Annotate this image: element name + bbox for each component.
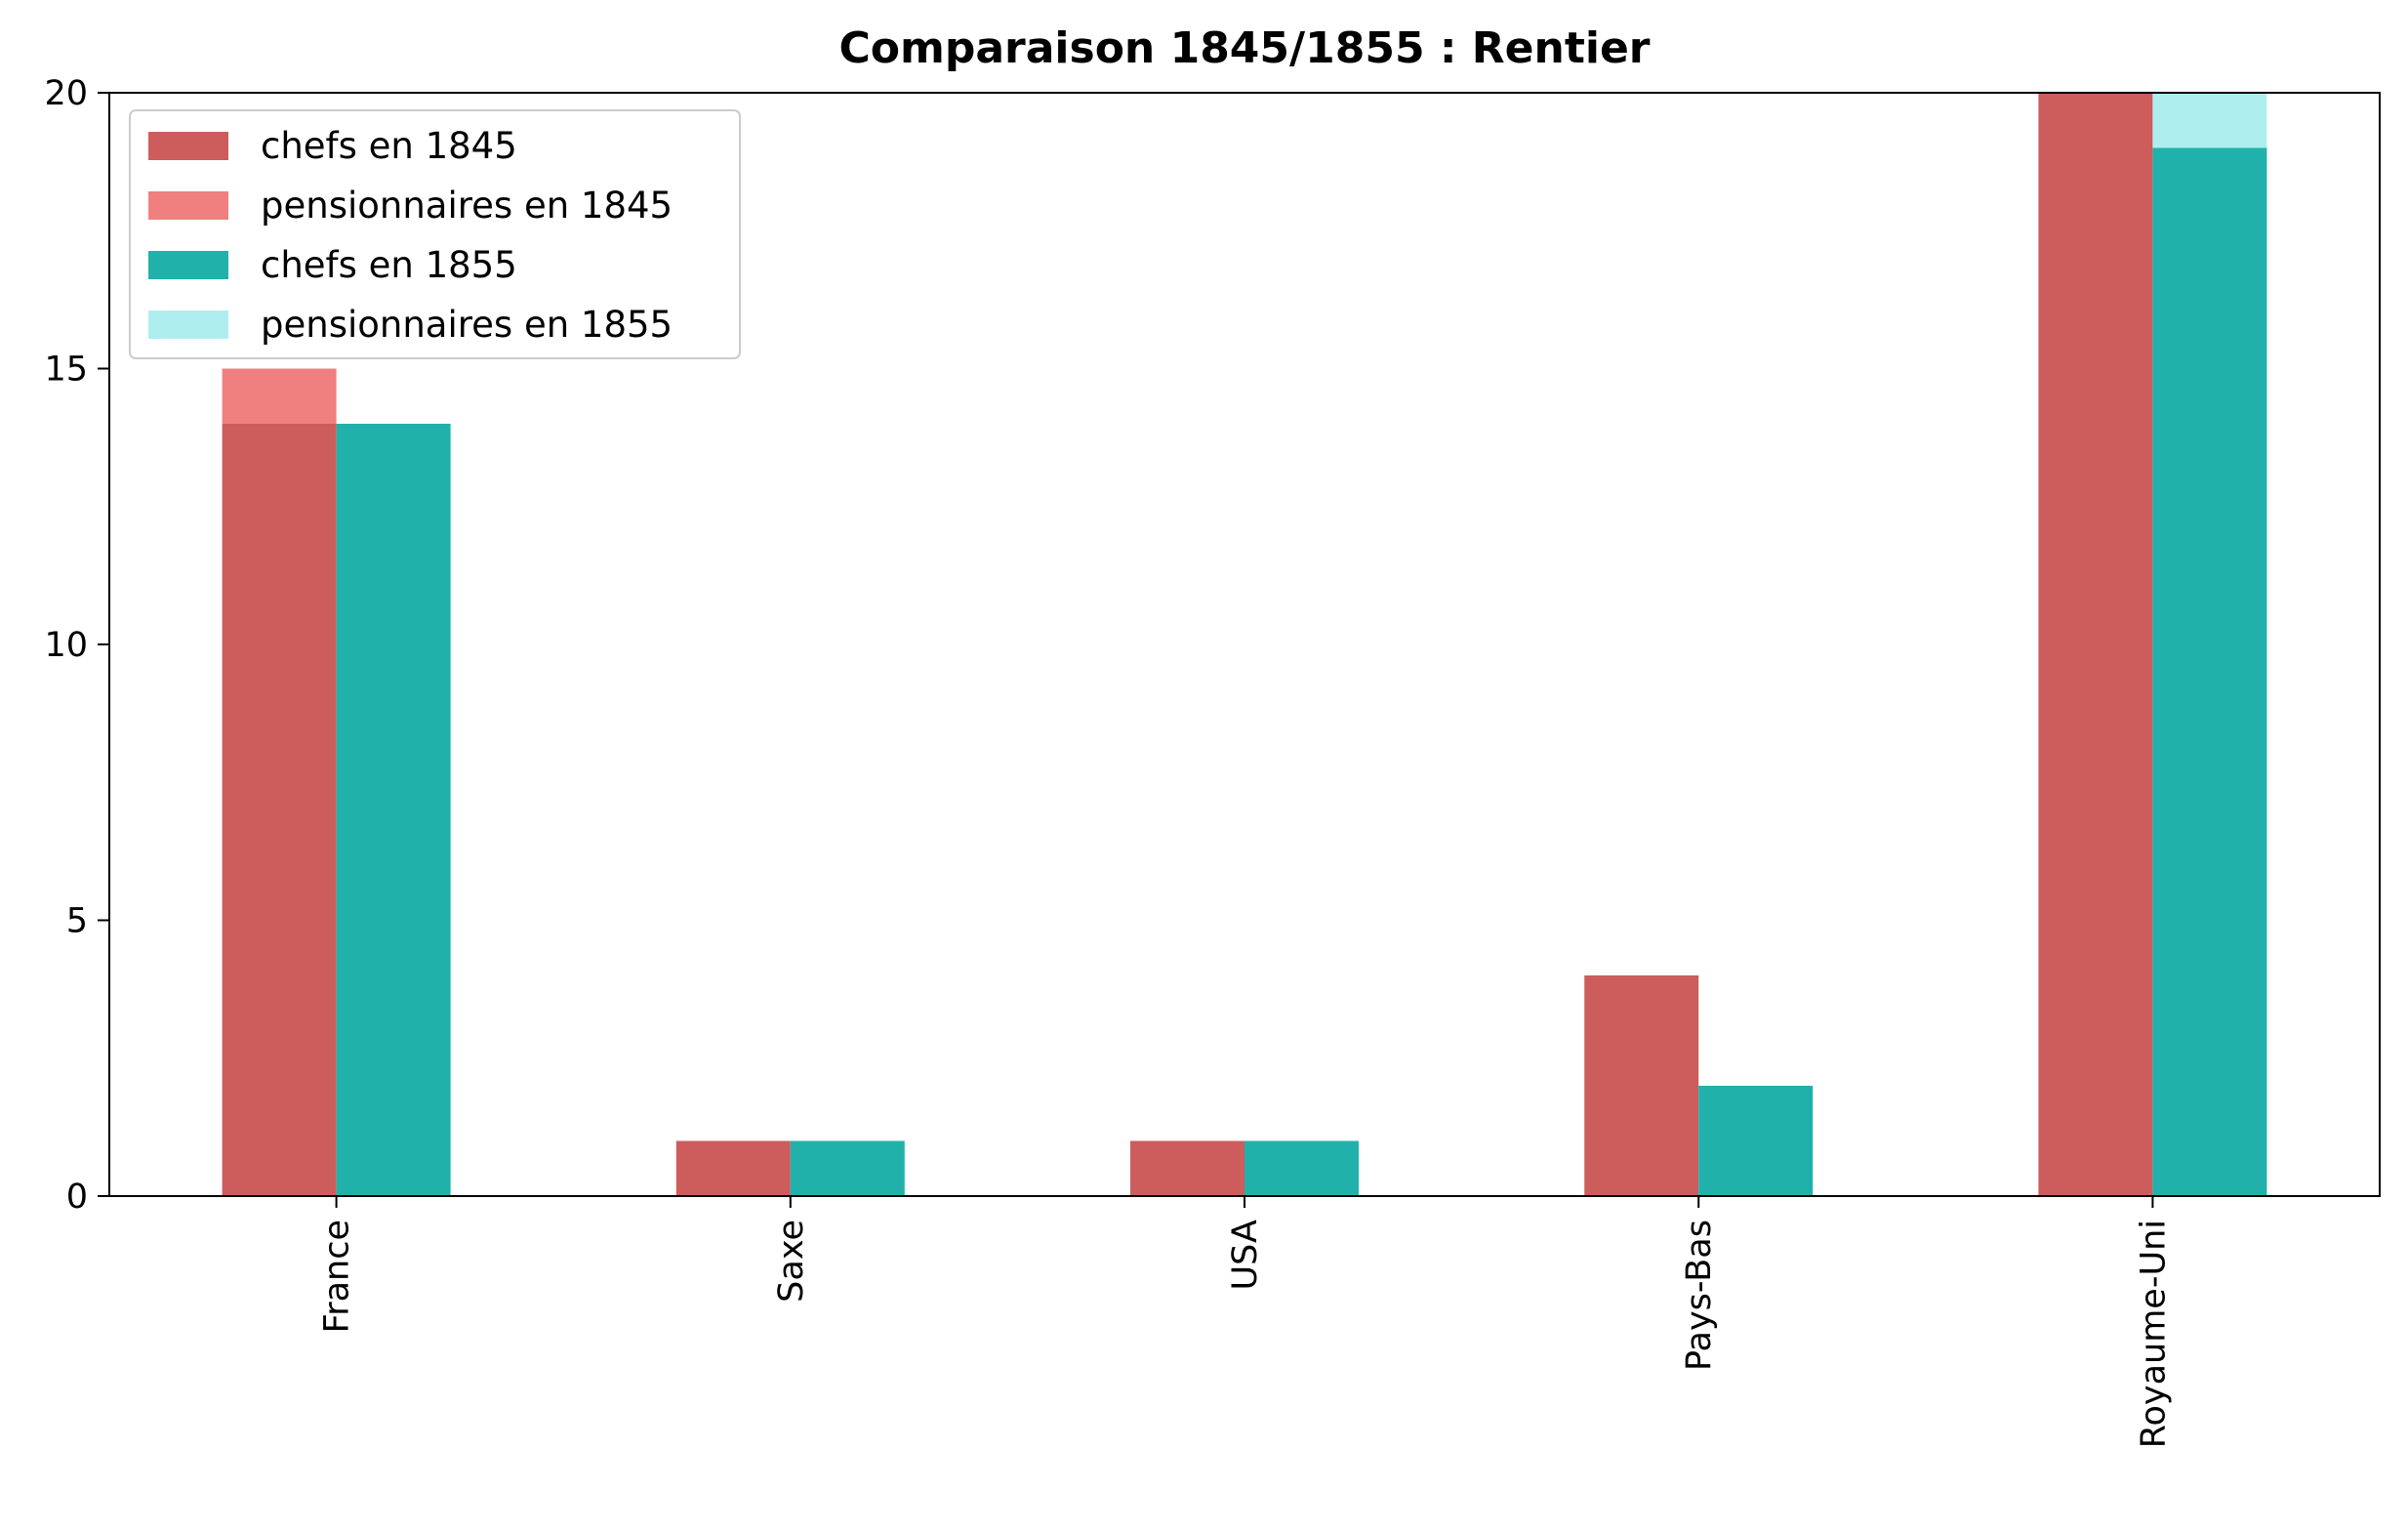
- legend-label: chefs en 1855: [261, 244, 517, 286]
- bar-chefs-en-1855-Pays-Bas: [1698, 1086, 1814, 1196]
- y-tick-label: 5: [66, 902, 88, 941]
- y-tick-label: 20: [44, 74, 88, 113]
- axes-group: France Saxe USA Pays-Bas Royaume-Uni 0 5 10 15 20: [44, 74, 2381, 1448]
- x-tick-label: USA: [1226, 1220, 1265, 1290]
- plot-frame: [108, 92, 2381, 1197]
- legend-swatch: [148, 310, 228, 339]
- bar-chefs-en-1845-Royaume-Uni: [2038, 93, 2153, 1196]
- legend-label: pensionnaires en 1855: [261, 304, 673, 346]
- bar-chefs-en-1855-France: [336, 424, 451, 1196]
- bar-chefs-en-1845-Pays-Bas: [1584, 975, 1699, 1196]
- bar-chefs-en-1855-Saxe: [790, 1140, 905, 1196]
- x-tick-label: Pays-Bas: [1680, 1220, 1719, 1371]
- legend-swatch: [148, 132, 228, 160]
- legend-swatch: [148, 191, 228, 220]
- legend-label: chefs en 1845: [261, 125, 517, 167]
- legend-box: [129, 109, 741, 359]
- bar-chefs-en-1845-France: [222, 424, 337, 1196]
- chart-title: Comparaison 1845/1855 : Rentier: [838, 23, 1650, 73]
- legend: chefs en 1845 pensionnaires en 1845 chefs …: [129, 109, 741, 359]
- bar-pensionnaires-en-1845-France: [222, 368, 337, 424]
- bars-group: [222, 93, 2267, 1196]
- bar-chefs-en-1845-Saxe: [675, 1140, 791, 1196]
- y-tick-label: 0: [66, 1178, 88, 1217]
- y-tick-label: 15: [44, 351, 88, 390]
- legend-label: pensionnaires en 1845: [261, 185, 673, 227]
- legend-swatch: [148, 251, 228, 279]
- bar-chefs-en-1855-Royaume-Uni: [2152, 147, 2267, 1196]
- y-tick-label: 10: [44, 626, 88, 665]
- bar-chefs-en-1855-USA: [1245, 1140, 1359, 1196]
- bar-pensionnaires-en-1855-Royaume-Uni: [2152, 93, 2267, 148]
- bar-chefs-en-1845-USA: [1130, 1140, 1245, 1196]
- x-tick-label: France: [318, 1220, 357, 1333]
- x-tick-label: Saxe: [772, 1220, 811, 1303]
- x-tick-label: Royaume-Uni: [2134, 1220, 2173, 1448]
